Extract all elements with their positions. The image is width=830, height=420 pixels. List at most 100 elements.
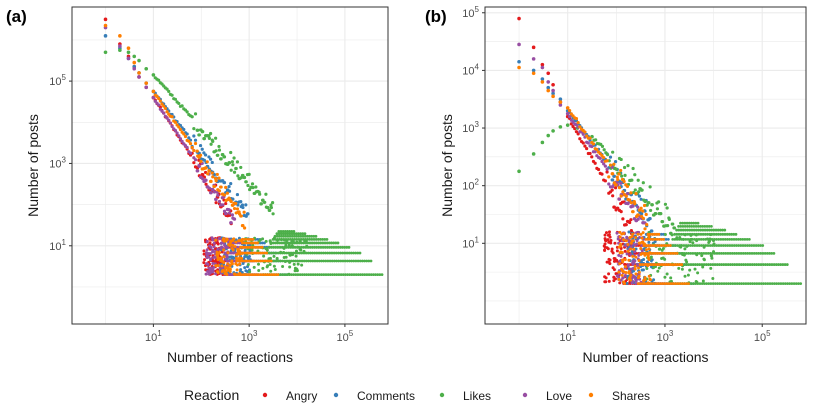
- data-point: [724, 244, 727, 247]
- data-point: [759, 252, 763, 255]
- data-point: [617, 245, 621, 249]
- data-point: [300, 259, 304, 263]
- data-point: [753, 263, 756, 266]
- data-point: [766, 263, 769, 266]
- data-point: [354, 273, 358, 276]
- data-point: [653, 244, 657, 247]
- data-point: [799, 282, 803, 286]
- data-point: [700, 282, 704, 286]
- data-point: [287, 259, 291, 263]
- data-point: [254, 185, 258, 189]
- data-point: [775, 282, 778, 286]
- data-point: [641, 282, 644, 286]
- data-point: [777, 282, 781, 286]
- data-point: [276, 251, 280, 255]
- data-point: [260, 245, 264, 249]
- data-point: [673, 252, 677, 255]
- data-point: [751, 282, 754, 286]
- data-point: [691, 241, 695, 245]
- data-point: [719, 237, 723, 241]
- data-point: [300, 263, 304, 267]
- data-point: [220, 250, 224, 254]
- data-point: [636, 263, 640, 266]
- legend-label: Angry: [286, 389, 317, 403]
- data-point: [657, 237, 661, 241]
- data-point: [648, 217, 652, 221]
- data-point: [243, 266, 247, 270]
- data-point: [641, 231, 645, 235]
- data-point: [331, 273, 334, 276]
- data-point: [309, 259, 313, 263]
- data-point: [635, 239, 639, 243]
- data-point: [723, 232, 727, 236]
- data-point: [612, 205, 616, 209]
- data-point: [198, 143, 203, 148]
- data-point: [704, 237, 707, 241]
- data-point: [205, 254, 209, 258]
- data-point: [779, 282, 783, 286]
- data-point: [646, 256, 650, 260]
- data-point: [608, 163, 613, 167]
- data-point: [551, 94, 555, 99]
- data-point: [583, 130, 587, 134]
- data-point: [728, 237, 732, 241]
- data-point: [311, 259, 315, 263]
- data-point: [693, 244, 697, 247]
- data-point: [200, 147, 204, 151]
- data-point: [673, 244, 677, 247]
- data-point: [651, 237, 654, 241]
- data-point: [260, 251, 264, 255]
- data-point: [745, 237, 749, 241]
- data-point: [701, 237, 705, 241]
- data-point: [232, 156, 236, 160]
- data-point: [656, 269, 660, 273]
- data-point: [276, 259, 280, 263]
- data-point: [620, 232, 624, 236]
- data-point: [640, 188, 644, 192]
- data-point: [730, 237, 734, 241]
- data-point: [313, 273, 317, 276]
- data-point: [574, 130, 579, 134]
- data-point: [235, 259, 239, 263]
- data-point: [367, 259, 371, 263]
- data-point: [731, 263, 734, 266]
- data-point: [618, 262, 622, 266]
- data-point: [225, 238, 229, 242]
- data-point: [719, 228, 722, 232]
- data-point: [631, 254, 635, 258]
- data-point: [620, 273, 624, 277]
- data-point: [568, 109, 572, 113]
- data-point: [643, 199, 648, 203]
- data-point: [337, 259, 341, 263]
- data-point: [713, 244, 716, 247]
- data-point: [728, 252, 732, 255]
- data-point: [293, 266, 297, 270]
- data-point: [757, 263, 761, 266]
- data-point: [585, 146, 589, 151]
- data-point: [613, 186, 618, 190]
- data-point: [250, 259, 254, 263]
- data-point: [246, 212, 250, 216]
- data-point: [274, 245, 278, 249]
- x-axis-title: Number of reactions: [582, 349, 708, 365]
- data-point: [237, 259, 241, 263]
- data-point: [193, 141, 198, 146]
- data-point: [231, 239, 235, 243]
- data-point: [257, 273, 260, 276]
- data-point: [296, 262, 300, 266]
- data-point: [674, 282, 677, 286]
- panel-label: (a): [6, 7, 27, 26]
- data-point: [214, 238, 218, 242]
- data-point: [274, 241, 277, 245]
- data-point: [151, 73, 156, 77]
- data-point: [683, 263, 686, 266]
- data-point: [269, 203, 273, 207]
- data-point: [729, 282, 733, 286]
- data-point: [683, 224, 687, 228]
- data-point: [163, 106, 167, 110]
- data-point: [249, 245, 253, 249]
- data-point: [719, 252, 723, 255]
- panel-a: 101 103 105 101 103 105 Number of reactions Num…: [6, 6, 389, 365]
- data-point: [759, 263, 763, 266]
- data-point: [144, 66, 149, 71]
